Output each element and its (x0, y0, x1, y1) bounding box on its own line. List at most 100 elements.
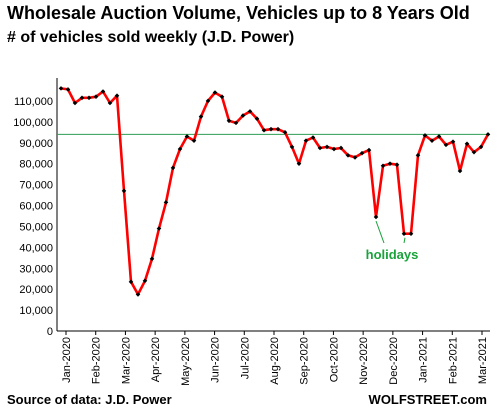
y-tick-label: 80,000 (19, 159, 53, 171)
data-point (485, 132, 491, 137)
data-point (163, 200, 169, 205)
data-point (282, 129, 288, 135)
x-tick-label: Apr-2020 (150, 337, 162, 382)
y-tick-label: 60,000 (19, 201, 53, 213)
x-tick-label: Nov-2020 (358, 337, 370, 385)
x-tick-label: Mar-2020 (120, 337, 132, 384)
data-point (380, 163, 386, 169)
data-point (373, 214, 379, 220)
x-tick-label: Aug-2020 (269, 337, 281, 385)
data-point (359, 150, 365, 156)
data-point (170, 165, 176, 171)
data-point (135, 292, 141, 297)
data-point (219, 94, 225, 100)
data-point (289, 144, 295, 150)
y-tick-label: 30,000 (19, 263, 53, 275)
data-point (72, 100, 78, 106)
data-point (268, 126, 274, 132)
data-point (303, 138, 309, 143)
data-point (233, 120, 239, 126)
data-point (387, 161, 393, 166)
data-point (394, 162, 400, 168)
data-point (100, 89, 106, 94)
data-point (205, 98, 211, 104)
x-tick-label: Feb-2020 (91, 337, 103, 384)
data-point (457, 168, 463, 174)
data-point (324, 144, 330, 150)
data-point (331, 146, 337, 152)
data-point (177, 146, 183, 152)
y-tick-label: 40,000 (19, 242, 53, 254)
data-point (471, 149, 477, 155)
chart-subtitle: # of vehicles sold weekly (J.D. Power) (7, 29, 295, 46)
data-point (142, 278, 148, 284)
data-point (422, 133, 428, 138)
chart-title: Wholesale Auction Volume, Vehicles up to… (7, 3, 470, 23)
data-point (93, 94, 99, 100)
data-point (478, 144, 484, 150)
data-point (317, 145, 323, 151)
data-point (58, 86, 64, 91)
data-point (212, 90, 218, 95)
data-point (128, 279, 134, 285)
source-note: Source of data: J.D. Power (7, 392, 172, 407)
series-group (58, 86, 491, 297)
data-point (65, 87, 71, 92)
annotation-pointer (403, 237, 406, 244)
y-tick-label: 20,000 (19, 284, 53, 296)
data-point (198, 114, 204, 119)
series-line (60, 87, 490, 296)
x-tick-label: Mar-2021 (477, 337, 489, 384)
data-point (408, 231, 414, 237)
data-point (429, 138, 435, 143)
x-tick-label: Dec-2020 (388, 337, 400, 385)
data-point (226, 118, 232, 124)
x-tick-label: Jan-2020 (61, 337, 73, 383)
data-point (401, 231, 407, 237)
x-tick-label: Jun-2020 (210, 337, 222, 383)
y-tick-label: 0 (47, 326, 53, 338)
x-tick-label: Feb-2021 (447, 337, 459, 384)
data-point (338, 145, 344, 151)
annotation-group: holidays (366, 220, 419, 262)
data-point (184, 134, 190, 139)
x-tick-label: May-2020 (180, 337, 192, 386)
data-point (254, 116, 260, 121)
y-tick-label: 50,000 (19, 221, 53, 233)
y-tick-label: 70,000 (19, 180, 53, 192)
data-point (345, 153, 351, 158)
data-point (352, 155, 358, 160)
data-point (247, 109, 253, 114)
data-point (296, 161, 302, 166)
x-tick-label: Jul-2020 (239, 337, 251, 379)
x-tick-label: Sep-2020 (299, 337, 311, 385)
data-point (121, 188, 127, 194)
data-point (86, 95, 92, 101)
y-tick-label: 10,000 (19, 305, 53, 317)
data-point (436, 134, 442, 139)
x-tick-label: Oct-2020 (328, 337, 340, 382)
y-axis: 0 10,000 20,000 30,000 40,000 50,000 60,000 70,… (13, 78, 58, 338)
data-point (149, 256, 155, 262)
data-point (443, 142, 449, 148)
data-point (114, 93, 120, 98)
data-point (240, 113, 246, 118)
data-point (450, 139, 456, 145)
data-point (464, 141, 470, 147)
data-point (275, 126, 281, 132)
data-point (191, 138, 197, 143)
y-tick-label: 100,000 (13, 117, 53, 129)
annotation-label: holidays (366, 247, 419, 262)
data-point (261, 127, 267, 133)
brand-label: WOLFSTREET.com (368, 392, 487, 407)
data-point (79, 95, 85, 101)
data-point (415, 153, 421, 158)
data-point (107, 100, 113, 106)
x-axis: Jan-2020 Feb-2020 Mar-2020 Apr-2020 May-2020… (57, 330, 490, 386)
data-point (156, 226, 162, 231)
data-point (366, 147, 372, 153)
x-tick-label: Jan-2021 (418, 337, 430, 383)
y-tick-label: 90,000 (19, 138, 53, 150)
data-point (310, 135, 316, 140)
